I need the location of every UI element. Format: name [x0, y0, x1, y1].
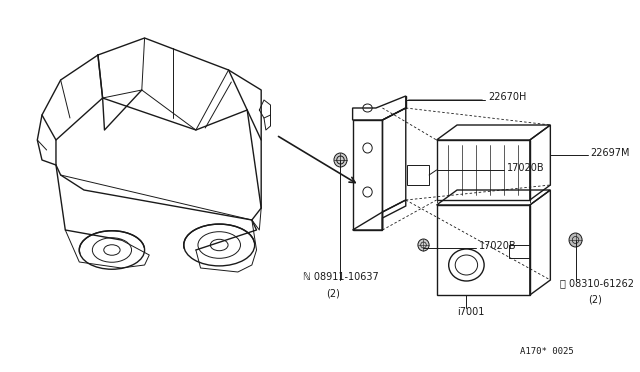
Text: ℕ 08911-10637: ℕ 08911-10637 [303, 272, 379, 282]
Text: A170* 0025: A170* 0025 [520, 347, 573, 356]
Text: (2): (2) [326, 288, 340, 298]
Text: 17020B: 17020B [479, 241, 516, 251]
Text: i7001: i7001 [457, 307, 484, 317]
Circle shape [334, 153, 347, 167]
Text: (2): (2) [588, 294, 602, 304]
Text: 22697M: 22697M [591, 148, 630, 158]
Text: 17020B: 17020B [506, 163, 544, 173]
Circle shape [569, 233, 582, 247]
Text: 22670H: 22670H [488, 92, 526, 102]
Text: Ⓢ 08310-61262: Ⓢ 08310-61262 [560, 278, 634, 288]
Circle shape [418, 239, 429, 251]
